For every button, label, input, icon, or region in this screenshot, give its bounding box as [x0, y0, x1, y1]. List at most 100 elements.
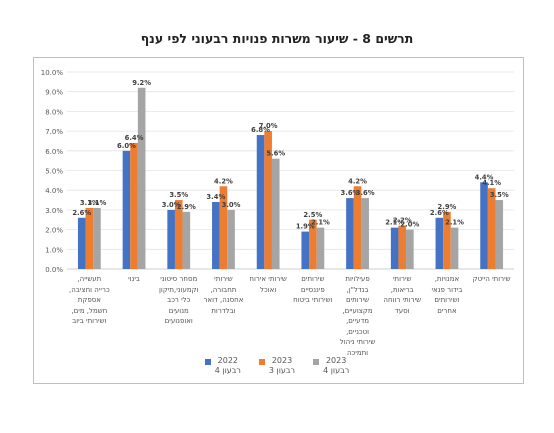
bar: [212, 202, 220, 269]
category-label-line: וטכניים,: [346, 327, 370, 336]
legend-quarter: רבעון 4: [214, 366, 241, 375]
bars: [77, 87, 504, 269]
x-category-label: פעילויות בנדל"ן, שירותים מקצועיים, מדעיים, וט…: [330, 274, 386, 358]
bar-value-label: 2.0%: [400, 221, 419, 229]
legend-text: 2022 רבעון 4: [215, 356, 241, 376]
bar-value-label: 7.0%: [259, 122, 278, 130]
legend-text: 2023 רבעון 4: [323, 356, 349, 376]
bar-value-label: 2.9%: [177, 203, 196, 211]
bar: [130, 142, 138, 269]
bar: [309, 219, 317, 269]
bar-value-label: 3.0%: [162, 201, 181, 209]
x-category-label: בינוי: [106, 274, 162, 285]
legend-year: 2022: [217, 356, 239, 365]
bar: [495, 200, 504, 269]
bar: [450, 227, 459, 269]
bar-value-label: 3.4%: [206, 193, 225, 201]
bar: [346, 198, 354, 269]
legend-quarter: רבעון 3: [268, 366, 296, 375]
bar: [174, 200, 183, 269]
bar-value-label: 2.1%: [445, 219, 464, 227]
category-label-line: מנועים: [168, 306, 189, 315]
category-label-line: שירותים: [345, 296, 370, 304]
category-label-line: ושירותי ביטוח: [293, 296, 333, 304]
bar-value-label: 3.1%: [80, 199, 99, 207]
category-label-line: כרייה וחציבה,: [69, 285, 110, 294]
category-label-line: שירותי הייטק: [472, 275, 511, 283]
x-category-label: אמנויות, בידור פנאי ושירותים אחרים: [419, 274, 475, 316]
bar-value-label: 3.0%: [222, 201, 241, 209]
category-label-line: תחבורה,: [210, 285, 237, 294]
bar-value-label: 2.6%: [72, 209, 91, 217]
category-label-line: מסחר סיטוני: [160, 275, 198, 283]
category-label-line: מדעיים,: [346, 317, 370, 325]
bar: [167, 209, 175, 269]
x-category-label: תעשייה, כרייה וחציבה, אספקת חשמל, מים, ושירו…: [61, 274, 117, 327]
bar: [406, 229, 414, 269]
bar-value-label: 1.9%: [296, 223, 315, 231]
category-label-line: מקצועיים,: [342, 306, 373, 315]
y-tick-label: 6.0%: [45, 148, 63, 156]
bar: [390, 227, 399, 269]
y-tick-labels: 0.0% 1.0% 2.0% 3.0% 4.0% 5.0% 6.0% 7.0% 8.0% 9.0%…: [41, 69, 64, 274]
legend-swatch: [258, 359, 265, 365]
bar: [219, 186, 228, 269]
legend-item-2023-q3: 2023 רבעון 3: [258, 356, 295, 376]
category-label-line: בנדל"ן,: [346, 285, 369, 294]
bar: [443, 211, 451, 269]
y-tick-label: 4.0%: [45, 187, 63, 195]
category-label-line: ואופנועים: [164, 317, 193, 325]
bar: [85, 207, 94, 269]
legend-item-2022-q4: 2022 רבעון 4: [204, 356, 241, 376]
legend: 2022 רבעון 4 2023 רבעון 3 2023 רבעון 4: [0, 356, 554, 376]
y-tick-label: 9.0%: [45, 89, 63, 97]
bar-value-label: 3.1%: [88, 199, 107, 207]
bar: [93, 207, 101, 269]
x-category-label: שירותים פיננסיים ושירותי ביטוח: [285, 274, 341, 306]
category-label-line: אחרים: [437, 306, 457, 315]
category-label-line: בריאות,: [390, 285, 414, 294]
bar: [480, 182, 488, 269]
y-tick-label: 3.0%: [45, 207, 63, 215]
bar-value-label: 2.9%: [438, 203, 457, 211]
category-label-line: שירותי: [392, 275, 412, 283]
legend-swatch: [204, 359, 211, 365]
legend-year: 2023: [271, 356, 293, 365]
category-label-line: ואוכל: [260, 285, 277, 294]
bar-value-label: 6.4%: [125, 134, 144, 142]
bar-value-label: 3.5%: [169, 191, 188, 199]
category-label-line: אחסנה, דואר: [203, 296, 244, 304]
bar: [77, 217, 86, 269]
category-label-line: וסעד: [394, 306, 410, 315]
bar-value-label: 2.1%: [311, 219, 330, 227]
bar-value-label: 2.1%: [385, 219, 404, 227]
bar-value-label: 4.1%: [482, 179, 501, 187]
y-tick-label: 2.0%: [45, 227, 63, 235]
y-tick-label: 0.0%: [45, 266, 63, 274]
legend-year: 2023: [325, 356, 347, 365]
bar: [227, 209, 235, 269]
legend-text: 2023 רבעון 3: [269, 356, 295, 376]
category-label-line: שירותי אירוח: [249, 275, 287, 283]
bar: [487, 188, 496, 269]
bar: [137, 87, 146, 269]
y-tick-label: 10.0%: [41, 69, 64, 77]
value-labels: 2.6% 3.1%3.1% 6.0%6.4% 9.2% 3.0% 3.5% 2.9% 3.4%…: [72, 79, 509, 231]
bar-value-label: 9.2%: [132, 79, 151, 87]
category-label-line: תעשייה,: [77, 275, 102, 283]
bar-value-label: 6.8%: [251, 126, 270, 134]
bar: [435, 217, 444, 269]
bar-value-label: 3.5%: [490, 191, 509, 199]
category-label-line: שירותים: [301, 275, 325, 283]
bar-value-label: 5.6%: [266, 150, 285, 158]
x-category-label: שירותי בריאות, שירותי רווחה וסעד: [374, 274, 430, 316]
bar: [361, 198, 369, 269]
category-label-line: שירותי: [214, 275, 233, 283]
bar-value-label: 3.6%: [356, 189, 375, 197]
legend-item-2023-q4: 2023 רבעון 4: [313, 356, 349, 376]
bar-value-label: 4.2%: [348, 177, 367, 185]
bar: [353, 186, 362, 269]
category-label-line: פעילויות: [345, 275, 370, 283]
x-category-label: מסחר סיטוני וקמעוני,תיקון כלי רכב מנועים ואו…: [151, 274, 207, 327]
